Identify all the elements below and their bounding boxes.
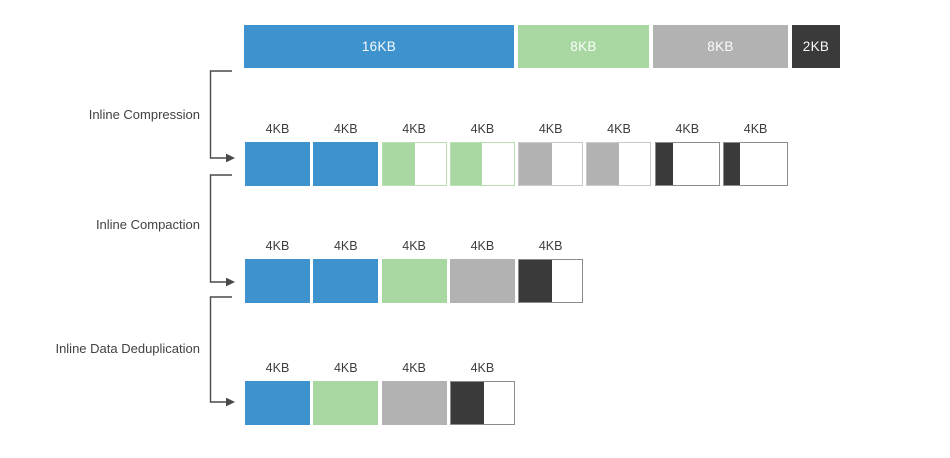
block-cell: 4KB	[381, 120, 447, 186]
connector-arrow-compaction	[209, 174, 235, 287]
blue-data-block	[313, 142, 379, 186]
bar-segment-green: 8KB	[518, 25, 649, 68]
dark-data-block	[449, 381, 515, 425]
blue-data-block	[245, 259, 310, 303]
bar-segment-label: 8KB	[707, 39, 734, 54]
dark-block-filled-portion	[655, 143, 673, 185]
block-size-label: 4KB	[265, 361, 290, 375]
block-cell: 4KB	[518, 237, 584, 303]
gray-block-filled-portion	[519, 143, 552, 185]
block-cell: 4KB	[449, 359, 515, 425]
gray-data-block	[449, 259, 515, 303]
green-data-block	[381, 142, 447, 186]
bar-segment-label: 16KB	[361, 39, 397, 54]
block-cell: 4KB	[245, 359, 310, 425]
block-cell: 4KB	[381, 359, 447, 425]
block-size-label: 4KB	[265, 239, 290, 253]
block-cell: 4KB	[313, 237, 379, 303]
block-size-label: 4KB	[402, 122, 426, 136]
gray-block-filled-portion	[587, 143, 619, 185]
block-cell: 4KB	[449, 120, 515, 186]
bar-segment-label: 8KB	[570, 39, 597, 54]
gray-data-block	[586, 142, 652, 186]
blue-data-block	[245, 381, 310, 425]
dark-block-filled-portion	[450, 382, 484, 424]
block-size-label: 4KB	[265, 122, 290, 136]
stage-label-inline-compaction: Inline Compaction	[95, 217, 200, 232]
dark-data-block	[518, 259, 584, 303]
dark-block-filled-portion	[724, 143, 741, 185]
green-block-filled-portion	[382, 143, 416, 185]
block-size-label: 4KB	[402, 361, 426, 375]
connector-arrow-compression	[209, 70, 235, 163]
green-data-block	[381, 259, 447, 303]
gray-data-block	[381, 381, 447, 425]
block-size-label: 4KB	[333, 122, 358, 136]
green-block-filled-portion	[450, 143, 483, 185]
block-size-label: 4KB	[470, 122, 495, 136]
dark-data-block	[723, 142, 789, 186]
block-size-label: 4KB	[333, 239, 358, 253]
block-cell: 4KB	[449, 237, 515, 303]
connector-arrow-deduplication	[209, 296, 235, 407]
bar-segment-blue: 16KB	[244, 25, 514, 68]
block-size-label: 4KB	[333, 361, 358, 375]
stage-label-inline-compression: Inline Compression	[88, 107, 200, 122]
block-cell: 4KB	[313, 120, 379, 186]
block-size-label: 4KB	[470, 361, 495, 375]
dark-block-filled-portion	[519, 260, 552, 302]
block-size-label: 4KB	[743, 122, 768, 136]
compression-result-row: 4KB 4KB 4KB 4KB 4KB 4KB 4KB 4KB	[245, 120, 789, 186]
block-size-label: 4KB	[538, 122, 563, 136]
blue-data-block	[313, 259, 379, 303]
stage-label-inline-data-deduplication: Inline Data Deduplication	[55, 341, 200, 356]
block-cell: 4KB	[245, 237, 310, 303]
blue-data-block	[245, 142, 310, 186]
bar-segment-gray: 8KB	[653, 25, 788, 68]
block-cell: 4KB	[723, 120, 789, 186]
block-cell: 4KB	[245, 120, 310, 186]
block-cell: 4KB	[654, 120, 720, 186]
block-cell: 4KB	[518, 120, 584, 186]
dark-data-block	[654, 142, 720, 186]
green-data-block	[313, 381, 379, 425]
bar-segment-label: 2KB	[802, 39, 830, 54]
compaction-result-row: 4KB 4KB 4KB 4KB 4KB	[245, 237, 584, 303]
block-cell: 4KB	[381, 237, 447, 303]
block-size-label: 4KB	[538, 239, 563, 253]
gray-data-block	[518, 142, 584, 186]
block-cell: 4KB	[586, 120, 652, 186]
block-size-label: 4KB	[470, 239, 495, 253]
block-size-label: 4KB	[607, 122, 631, 136]
block-size-label: 4KB	[675, 122, 700, 136]
block-size-label: 4KB	[402, 239, 426, 253]
bar-segment-dark: 2KB	[792, 25, 840, 68]
block-cell: 4KB	[313, 359, 379, 425]
original-data-bar: 16KB 8KB 8KB 2KB	[244, 25, 840, 68]
green-data-block	[449, 142, 515, 186]
deduplication-result-row: 4KB 4KB 4KB 4KB	[245, 359, 515, 425]
